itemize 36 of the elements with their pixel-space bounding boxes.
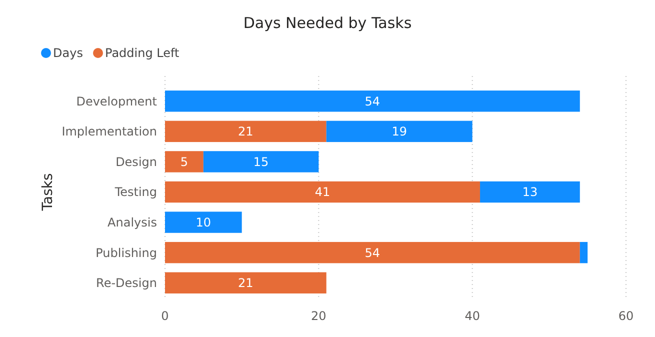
y-tick-label: Testing (114, 185, 157, 200)
bar (165, 181, 480, 203)
y-tick-label: Design (116, 154, 157, 169)
y-tick-label: Analysis (108, 215, 157, 230)
data-label: 13 (522, 185, 538, 200)
bar (203, 151, 319, 172)
x-tick-label: 40 (464, 309, 480, 323)
legend-label: Days (53, 46, 83, 60)
data-label: 54 (364, 94, 380, 108)
data-label: 15 (253, 154, 269, 169)
bar (165, 242, 580, 264)
y-tick-label: Implementation (62, 124, 157, 139)
y-tick-label: Publishing (96, 246, 157, 260)
bar (165, 90, 580, 112)
data-label: 41 (314, 185, 330, 200)
data-label: 19 (392, 124, 407, 139)
chart-title: Days Needed by Tasks (243, 14, 412, 32)
bar (165, 272, 326, 294)
bar (165, 151, 204, 172)
data-label: 54 (364, 246, 380, 260)
x-tick-label: 0 (161, 309, 169, 323)
data-label: 21 (238, 276, 254, 290)
data-label: 10 (196, 215, 212, 230)
y-tick-label: Development (76, 94, 158, 108)
bar (326, 120, 472, 142)
x-tick-label: 20 (311, 309, 326, 323)
data-label: 5 (180, 154, 188, 169)
data-label: 21 (238, 124, 254, 139)
y-tick-label: Re-Design (96, 276, 157, 290)
x-tick-label: 60 (618, 309, 634, 323)
bar (580, 242, 588, 264)
bar (480, 181, 580, 203)
legend-label: Padding Left (105, 46, 180, 60)
bar (165, 212, 242, 233)
y-axis-title: Tasks (40, 173, 56, 212)
bar (165, 120, 326, 142)
